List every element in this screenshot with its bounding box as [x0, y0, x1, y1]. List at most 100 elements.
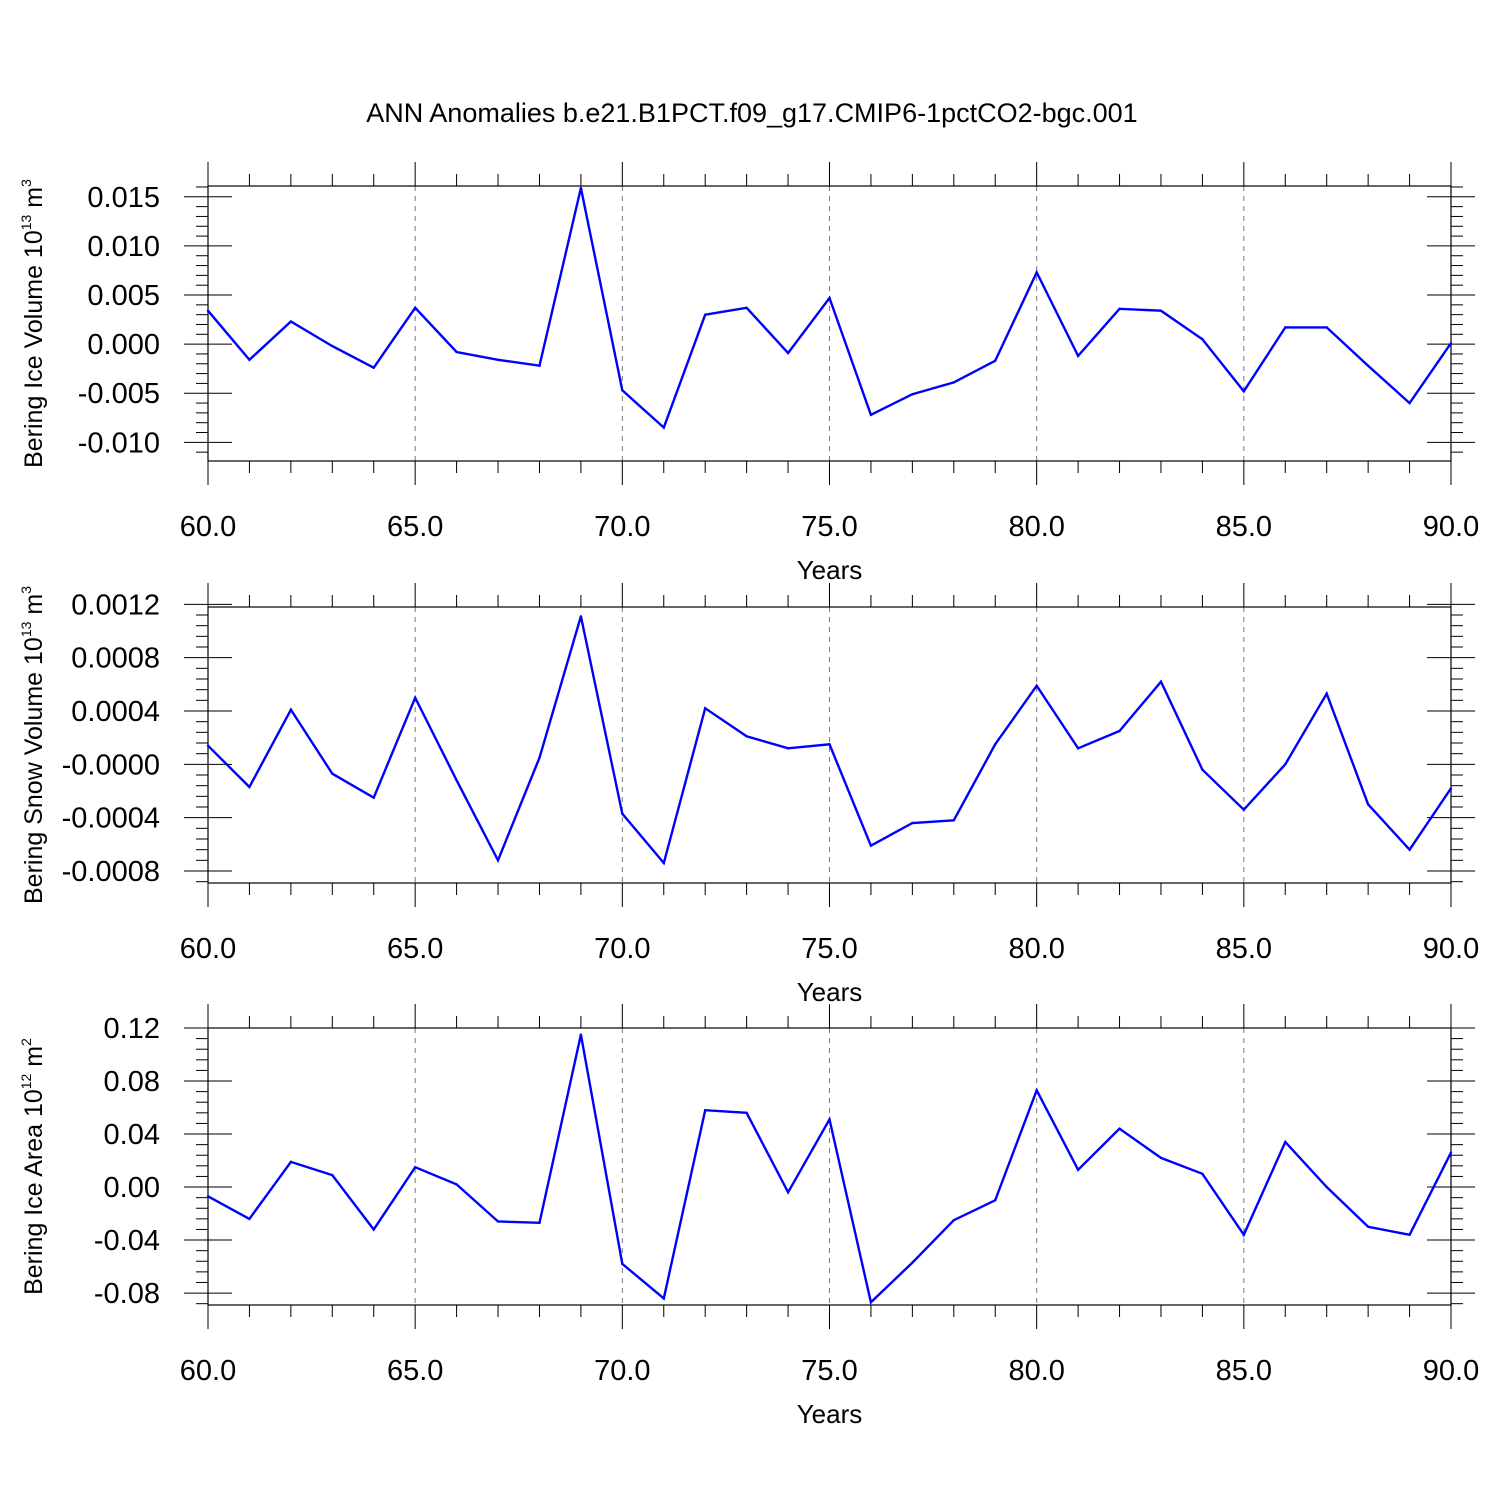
data-point — [621, 812, 624, 815]
data-point — [1325, 692, 1328, 695]
data-point — [1201, 1172, 1204, 1175]
panel-1: 60.0 65.0 70.0 75.0 80.0 85.0 90.0 Years 0.015 0.… — [18, 162, 1479, 585]
data-point — [1284, 763, 1287, 766]
x-axis-label: Years — [797, 555, 863, 585]
data-point — [952, 1218, 955, 1222]
data-point — [372, 366, 375, 369]
data-point — [248, 1217, 251, 1221]
data-point — [455, 779, 458, 782]
y-tick-label: 0.005 — [87, 280, 160, 312]
data-point — [496, 1220, 500, 1223]
y-axis-label-unit: m — [20, 1046, 48, 1074]
data-point — [828, 1118, 831, 1121]
y-axis-label-unit: m — [20, 187, 48, 215]
data-point — [662, 426, 665, 429]
data-point — [289, 708, 293, 711]
data-point — [331, 772, 334, 775]
x-tick-label: 70.0 — [594, 933, 650, 965]
y-axis-label-unit-exponent: 2 — [18, 1038, 34, 1046]
data-point — [248, 358, 251, 362]
y-axis-label-unit-exponent: 3 — [18, 179, 34, 187]
data-point — [1159, 680, 1163, 683]
data-point — [1325, 326, 1328, 329]
x-axis-label: Years — [797, 1399, 863, 1429]
data-point — [372, 1228, 375, 1231]
x-tick-label: 80.0 — [1008, 511, 1064, 543]
data-point — [1449, 1151, 1453, 1154]
data-point — [1242, 390, 1246, 393]
data-point — [994, 1199, 997, 1202]
data-point — [1284, 326, 1287, 329]
data-point — [413, 696, 417, 699]
data-point — [1076, 354, 1080, 358]
data-point — [455, 1183, 458, 1186]
data-point — [538, 1221, 541, 1225]
data-point — [1449, 341, 1453, 345]
y-tick-label: -0.04 — [94, 1225, 160, 1257]
data-point — [621, 389, 624, 392]
data-point — [413, 1165, 417, 1169]
data-point — [372, 796, 375, 799]
data-point — [496, 859, 500, 862]
y-axis-label-exponent: 12 — [18, 1073, 34, 1089]
y-tick-label: -0.010 — [78, 427, 160, 459]
y-axis-label-exponent: 13 — [18, 214, 34, 230]
y-tick-label: 0.010 — [87, 231, 160, 263]
data-point — [994, 359, 997, 363]
data-point — [206, 744, 210, 747]
x-tick-label: 90.0 — [1423, 1355, 1479, 1387]
data-point — [1284, 1140, 1287, 1144]
y-axis-label-unit: m — [20, 594, 48, 622]
x-tick-label: 70.0 — [594, 511, 650, 543]
data-point — [331, 1173, 334, 1177]
x-tick-label: 75.0 — [801, 1355, 857, 1387]
y-tick-label: 0.015 — [87, 182, 160, 214]
data-point — [206, 309, 210, 312]
data-point — [1242, 1233, 1246, 1236]
data-point — [1159, 309, 1163, 312]
y-axis-label-exponent: 13 — [18, 621, 34, 637]
data-point — [579, 615, 583, 618]
x-tick-label: 85.0 — [1216, 933, 1272, 965]
data-point — [1118, 729, 1121, 733]
data-point — [1201, 338, 1204, 341]
x-tick-label: 80.0 — [1008, 933, 1064, 965]
panel-3: 60.0 65.0 70.0 75.0 80.0 85.0 90.0 Years 0.12 0.0… — [18, 1004, 1479, 1429]
data-point — [911, 821, 914, 825]
y-axis-label-text: Bering Ice Area 10 — [20, 1089, 48, 1295]
data-point — [1118, 307, 1121, 310]
y-axis-label-unit-exponent: 3 — [18, 586, 34, 594]
data-point — [1159, 1156, 1163, 1160]
data-point — [1076, 1168, 1080, 1172]
data-point — [1035, 1089, 1038, 1092]
data-point — [911, 393, 914, 396]
data-point — [1366, 803, 1370, 806]
data-point — [786, 747, 790, 750]
data-point — [662, 861, 665, 865]
data-point — [911, 1261, 914, 1264]
data-point — [248, 785, 251, 789]
x-tick-label: 75.0 — [801, 511, 857, 543]
data-point — [1035, 271, 1038, 274]
y-axis-label-text: Bering Ice Volume 10 — [20, 230, 48, 468]
data-point — [1076, 747, 1080, 750]
data-point — [1035, 684, 1038, 687]
data-point — [869, 1301, 873, 1304]
data-point — [413, 306, 417, 309]
data-point — [704, 1108, 707, 1112]
data-point — [786, 351, 790, 355]
data-point — [662, 1297, 665, 1300]
data-point — [745, 735, 748, 738]
y-tick-label: -0.005 — [78, 378, 160, 410]
y-tick-label: -0.08 — [94, 1278, 160, 1310]
data-point — [745, 1111, 748, 1115]
data-point — [869, 413, 873, 417]
x-tick-label: 85.0 — [1216, 1355, 1272, 1387]
data-point — [331, 344, 334, 348]
y-axis-label-text: Bering Snow Volume 10 — [20, 637, 48, 904]
x-tick-label: 85.0 — [1216, 511, 1272, 543]
data-point — [869, 844, 873, 847]
data-point — [1242, 808, 1246, 811]
data-point — [1449, 787, 1453, 790]
